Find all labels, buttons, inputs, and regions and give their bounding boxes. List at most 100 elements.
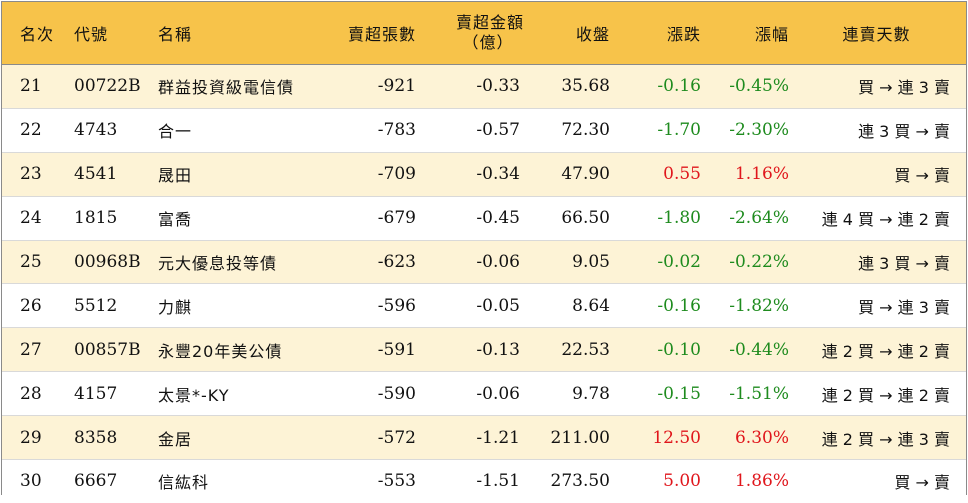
- cell-sell-streak: 買 → 賣: [894, 473, 950, 493]
- cell-change: -0.15: [657, 383, 701, 404]
- cell-rank: 24: [20, 208, 42, 229]
- cell-net-sell-amount: -0.05: [476, 295, 520, 316]
- cell-change: -0.16: [657, 295, 701, 316]
- cell-close: 9.78: [572, 383, 610, 404]
- cell-net-sell-sheets: -709: [377, 164, 416, 185]
- cell-net-sell-amount: -0.33: [476, 76, 520, 97]
- cell-rank: 25: [20, 252, 42, 272]
- table-row[interactable]: 26 5512 力麒 -596 -0.05 8.64 -0.16 -1.82% 買 → 連 3 …: [2, 284, 966, 329]
- header-change[interactable]: 漲跌: [666, 25, 701, 44]
- cell-change-pct: -1.51%: [729, 383, 789, 404]
- header-change-pct[interactable]: 漲幅: [754, 25, 789, 44]
- table-row[interactable]: 27 00857B 永豐20年美公債 -591 -0.13 22.53 -0.10 -0.44…: [2, 328, 966, 373]
- cell-net-sell-sheets: -679: [377, 208, 416, 229]
- header-sell-streak[interactable]: 連賣天數: [842, 25, 911, 44]
- cell-rank: 21: [20, 76, 42, 97]
- cell-sell-streak: 連 3 買 → 賣: [858, 122, 950, 142]
- cell-sell-streak: 買 → 賣: [894, 166, 950, 186]
- cell-change: 5.00: [663, 471, 701, 492]
- cell-close: 66.50: [561, 208, 610, 229]
- cell-name: 富喬: [158, 210, 193, 230]
- header-close[interactable]: 收盤: [575, 25, 610, 44]
- cell-code: 4743: [74, 120, 118, 141]
- table-row[interactable]: 28 4157 太景*-KY -590 -0.06 9.78 -0.15 -1.51% 連 2 …: [2, 372, 966, 417]
- cell-rank: 28: [20, 383, 42, 404]
- table-row[interactable]: 30 6667 信紘科 -553 -1.51 273.50 5.00 1.86% 買 → 賣: [2, 460, 966, 503]
- cell-net-sell-sheets: -783: [377, 120, 416, 141]
- cell-name: 合一: [158, 122, 193, 142]
- table-row[interactable]: 24 1815 富喬 -679 -0.45 66.50 -1.80 -2.64% 連 4 買 →…: [2, 196, 966, 241]
- header-net-sell-sheets[interactable]: 賣超張數: [347, 25, 416, 44]
- cell-sell-streak: 連 2 買 → 連 2 賣: [821, 385, 950, 405]
- cell-change-pct: -1.82%: [729, 295, 789, 316]
- cell-net-sell-sheets: -596: [377, 295, 416, 316]
- cell-code: 00722B: [74, 76, 141, 97]
- cell-code: 1815: [74, 208, 118, 229]
- cell-net-sell-amount: -0.06: [476, 252, 520, 272]
- cell-net-sell-sheets: -921: [377, 76, 416, 97]
- cell-net-sell-amount: -1.21: [476, 427, 520, 448]
- cell-close: 211.00: [550, 427, 610, 448]
- cell-sell-streak: 買 → 連 3 賣: [858, 297, 950, 317]
- header-rank[interactable]: 名次: [20, 25, 55, 44]
- cell-change-pct: -2.64%: [729, 208, 789, 229]
- table-row[interactable]: 29 8358 金居 -572 -1.21 211.00 12.50 6.30% 連 2 買 →…: [2, 416, 966, 461]
- cell-code: 00857B: [74, 339, 141, 360]
- cell-change: 0.55: [663, 164, 701, 185]
- cell-change-pct: 1.86%: [734, 471, 789, 492]
- header-amount-line1: 賣超金額: [456, 13, 525, 32]
- cell-code: 4157: [74, 383, 118, 404]
- cell-net-sell-amount: -0.06: [476, 383, 520, 404]
- cell-net-sell-amount: -0.13: [476, 339, 520, 360]
- cell-change-pct: -2.30%: [729, 120, 789, 141]
- header-name[interactable]: 名稱: [158, 25, 193, 44]
- cell-net-sell-amount: -0.57: [476, 120, 520, 141]
- cell-name: 群益投資級電信債: [158, 78, 295, 98]
- table-row[interactable]: 22 4743 合一 -783 -0.57 72.30 -1.70 -2.30% 連 3 買 →…: [2, 108, 966, 153]
- cell-change: 12.50: [652, 427, 701, 448]
- cell-name: 力麒: [158, 297, 193, 317]
- cell-close: 8.64: [572, 295, 610, 316]
- table-row[interactable]: 23 4541 晟田 -709 -0.34 47.90 0.55 1.16% 買 → 賣: [2, 152, 966, 197]
- header-code[interactable]: 代號: [74, 25, 109, 44]
- cell-name: 太景*-KY: [158, 385, 230, 405]
- cell-net-sell-sheets: -591: [377, 339, 416, 360]
- cell-net-sell-sheets: -553: [377, 471, 416, 492]
- cell-name: 晟田: [158, 166, 193, 186]
- table-row[interactable]: 25 00968B 元大優息投等債 -623 -0.06 9.05 -0.02 -0.22% 連…: [2, 240, 966, 285]
- cell-change: -1.70: [657, 120, 701, 141]
- cell-name: 永豐20年美公債: [158, 341, 283, 361]
- cell-sell-streak: 買 → 連 3 賣: [858, 78, 950, 98]
- cell-change-pct: -0.45%: [729, 76, 789, 97]
- cell-net-sell-amount: -0.34: [476, 164, 520, 185]
- cell-sell-streak: 連 4 買 → 連 2 賣: [821, 210, 950, 230]
- table-header: 名次 代號 名稱 賣超張數 賣超金額 （億） 收盤 漲跌 漲幅 連賣天數: [2, 2, 966, 65]
- table-row[interactable]: 21 00722B 群益投資級電信債 -921 -0.33 35.68 -0.16 -0.45…: [2, 65, 966, 109]
- cell-change: -0.16: [657, 76, 701, 97]
- cell-change: -1.80: [657, 208, 701, 229]
- cell-rank: 23: [20, 164, 42, 185]
- cell-net-sell-amount: -0.45: [476, 208, 520, 229]
- cell-rank: 26: [20, 295, 42, 316]
- cell-close: 35.68: [561, 76, 610, 97]
- cell-name: 元大優息投等債: [158, 254, 278, 273]
- cell-close: 47.90: [561, 164, 610, 185]
- cell-net-sell-sheets: -572: [377, 427, 416, 448]
- header-net-sell-amount[interactable]: 賣超金額 （億）: [418, 13, 525, 53]
- cell-close: 273.50: [550, 471, 610, 492]
- cell-close: 9.05: [572, 252, 610, 272]
- cell-rank: 30: [20, 471, 42, 492]
- cell-sell-streak: 連 2 買 → 連 2 賣: [821, 341, 950, 361]
- cell-code: 6667: [74, 471, 118, 492]
- cell-change-pct: -0.22%: [729, 252, 789, 272]
- cell-sell-streak: 連 3 買 → 賣: [858, 254, 950, 273]
- cell-rank: 29: [20, 427, 42, 448]
- cell-name: 信紘科: [158, 473, 210, 493]
- cell-name: 金居: [158, 429, 193, 449]
- cell-net-sell-amount: -1.51: [476, 471, 520, 492]
- cell-close: 72.30: [561, 120, 610, 141]
- cell-code: 8358: [74, 427, 118, 448]
- cell-code: 4541: [74, 164, 118, 185]
- table-body: 21 00722B 群益投資級電信債 -921 -0.33 35.68 -0.16 -0.45…: [2, 65, 966, 503]
